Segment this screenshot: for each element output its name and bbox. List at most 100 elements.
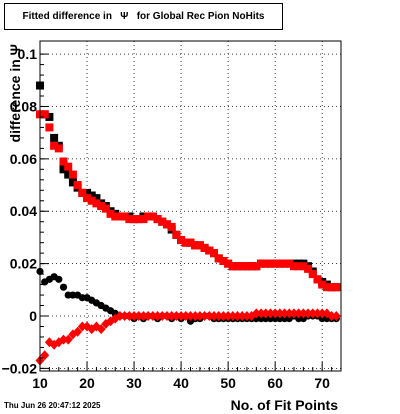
x-tick-label: 20 [79, 375, 95, 391]
data-point [190, 311, 200, 321]
data-point [92, 194, 101, 203]
data-point [68, 170, 77, 179]
data-point [289, 308, 299, 319]
data-point [327, 311, 337, 321]
data-point [64, 170, 73, 179]
data-point [134, 215, 143, 224]
data-point [120, 212, 129, 221]
data-point [77, 321, 87, 332]
chart-title: Fitted difference in Ψ for Global Rec Pi… [4, 3, 283, 30]
data-point [214, 254, 223, 263]
data-point [275, 259, 284, 268]
data-point [224, 259, 233, 268]
data-point [129, 311, 139, 321]
data-point [181, 238, 190, 247]
data-point [210, 249, 219, 258]
data-point [59, 165, 68, 174]
data-point [143, 311, 153, 321]
data-point [195, 311, 205, 321]
data-point [45, 112, 54, 121]
data-point [59, 283, 68, 291]
data-point [111, 212, 120, 221]
data-point [106, 209, 115, 218]
data-point [280, 308, 290, 319]
data-point [181, 311, 191, 321]
series-2 [36, 110, 341, 292]
data-point [299, 262, 308, 271]
data-point [73, 326, 83, 337]
data-point [87, 191, 96, 200]
series-3 [35, 308, 341, 366]
data-point [256, 308, 266, 319]
data-point [200, 243, 209, 252]
data-point [97, 202, 106, 210]
data-point [115, 212, 124, 221]
y-axis-label: difference in Ψ [7, 44, 23, 142]
data-point [158, 217, 167, 226]
data-point [167, 222, 176, 231]
data-point [138, 311, 148, 321]
y-tick-label: 0.1 [18, 46, 38, 62]
data-point [242, 262, 251, 271]
data-point [271, 259, 280, 268]
data-point [130, 215, 139, 224]
data-point [68, 178, 77, 187]
x-tick-label: 10 [32, 375, 48, 391]
data-points [35, 81, 341, 366]
data-point [115, 311, 125, 321]
data-point [186, 311, 195, 321]
x-tick-label: 60 [267, 375, 283, 391]
data-point [134, 311, 144, 321]
data-point [92, 199, 101, 208]
data-point [233, 311, 243, 321]
data-point [200, 311, 210, 321]
data-point [195, 241, 204, 250]
x-tick-label: 30 [126, 375, 142, 391]
data-point [144, 212, 153, 221]
data-point [125, 215, 134, 224]
data-point [96, 324, 106, 335]
data-point [223, 311, 233, 321]
data-point [261, 259, 270, 268]
data-point [218, 311, 228, 321]
data-point [304, 264, 313, 273]
timestamp-label: Thu Jun 26 20:47:12 2025 [4, 401, 101, 410]
data-point [148, 212, 157, 221]
x-tick-label: 70 [314, 375, 330, 391]
data-point [298, 308, 308, 319]
y-tick-label: 0.08 [10, 98, 37, 114]
data-point [275, 308, 285, 319]
data-point [40, 110, 49, 119]
data-point [63, 334, 73, 345]
data-point [101, 204, 110, 213]
data-point [204, 311, 214, 321]
data-point [270, 308, 280, 319]
y-tick-label: 0.02 [10, 256, 37, 272]
data-point [54, 144, 63, 153]
data-point [83, 188, 92, 197]
data-point [289, 262, 298, 271]
y-tick-label: 0.06 [10, 151, 37, 167]
data-point [78, 188, 87, 197]
data-point [312, 308, 322, 319]
x-tick-label: 40 [173, 375, 189, 391]
data-point [73, 181, 82, 190]
y-tick-label: 0.04 [10, 203, 37, 219]
data-point [280, 259, 289, 268]
data-point [153, 215, 162, 224]
data-point [120, 311, 130, 321]
data-point [83, 194, 92, 203]
data-point [308, 270, 317, 279]
data-point [191, 241, 200, 250]
data-point [205, 246, 214, 255]
data-point [162, 311, 172, 321]
data-point [294, 308, 304, 319]
data-point [219, 257, 228, 265]
data-point [332, 283, 341, 292]
data-point [55, 275, 63, 283]
data-point [228, 262, 237, 271]
data-point [317, 308, 327, 319]
data-point [148, 311, 158, 321]
data-point [327, 283, 336, 292]
